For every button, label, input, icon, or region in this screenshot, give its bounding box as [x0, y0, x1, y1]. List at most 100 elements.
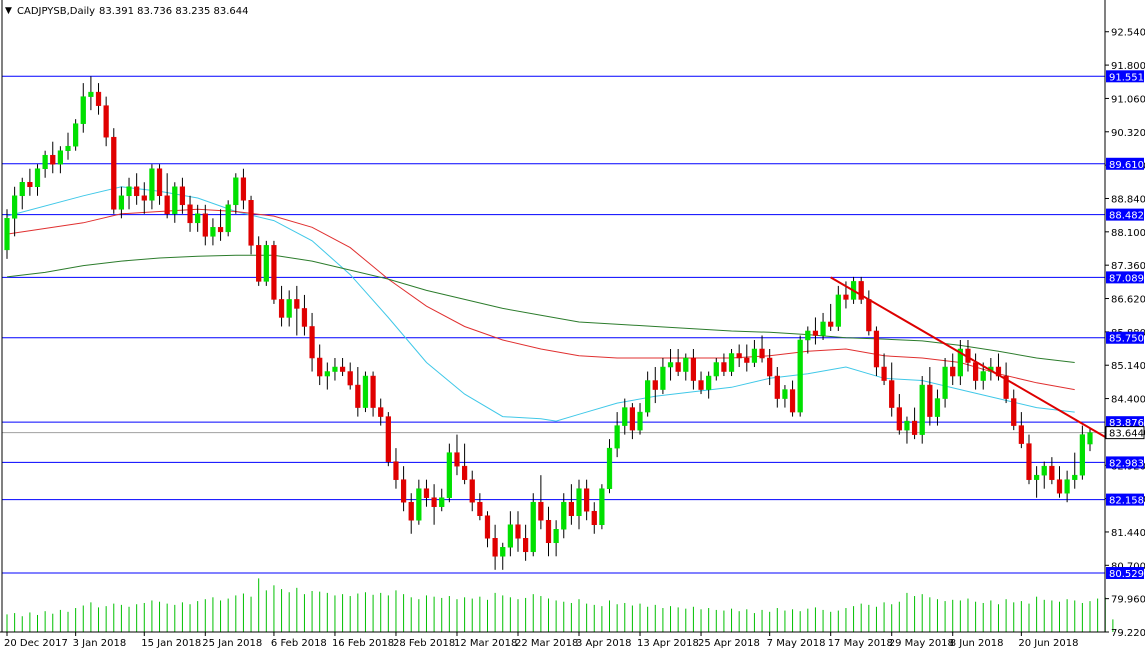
candle[interactable] — [1003, 362, 1009, 404]
candle[interactable] — [645, 371, 651, 417]
candle[interactable] — [957, 339, 963, 386]
candle[interactable] — [675, 348, 681, 377]
candle[interactable] — [744, 344, 750, 372]
candle[interactable] — [263, 240, 269, 286]
candle[interactable] — [1079, 425, 1085, 480]
candle[interactable] — [1087, 428, 1093, 452]
candle[interactable] — [347, 362, 353, 390]
candle[interactable] — [416, 479, 422, 525]
price-axis[interactable]: 92.54091.80091.06090.32089.58088.84088.1… — [1105, 28, 1145, 639]
candle[interactable] — [431, 484, 437, 525]
candle[interactable] — [4, 209, 10, 259]
candle[interactable] — [728, 348, 735, 377]
candle[interactable] — [271, 240, 277, 304]
level-price-tag[interactable]: 80.529 — [1106, 567, 1144, 580]
candle[interactable] — [721, 353, 727, 377]
level-price-tag[interactable]: 82.158 — [1106, 493, 1144, 507]
candle[interactable] — [828, 303, 834, 331]
candle[interactable] — [599, 484, 605, 530]
candle[interactable] — [530, 493, 536, 557]
candle[interactable] — [1011, 389, 1017, 431]
candle[interactable] — [324, 362, 330, 390]
level-price-tag[interactable]: 82.983 — [1106, 456, 1144, 469]
candle[interactable] — [73, 119, 79, 151]
candle[interactable] — [134, 173, 140, 205]
candle[interactable] — [1033, 466, 1040, 498]
candle[interactable] — [294, 285, 300, 336]
candle[interactable] — [873, 326, 880, 377]
candle[interactable] — [19, 177, 25, 210]
candle[interactable] — [652, 367, 658, 404]
candle[interactable] — [759, 335, 765, 363]
candle[interactable] — [233, 173, 239, 214]
candle[interactable] — [706, 371, 712, 399]
candle[interactable] — [172, 182, 178, 223]
candle[interactable] — [500, 542, 506, 570]
candle[interactable] — [911, 407, 918, 440]
level-price-tag[interactable]: 88.482 — [1106, 208, 1144, 222]
candle[interactable] — [80, 83, 86, 133]
candle[interactable] — [332, 358, 338, 381]
candle[interactable] — [774, 367, 780, 408]
candle[interactable] — [103, 96, 109, 147]
candle[interactable] — [690, 348, 697, 390]
candle[interactable] — [1072, 452, 1078, 489]
candle[interactable] — [950, 353, 956, 386]
candle[interactable] — [881, 353, 887, 386]
candle[interactable] — [88, 76, 94, 111]
candle[interactable] — [111, 128, 117, 214]
level-price-tag[interactable]: 87.089 — [1106, 271, 1144, 284]
level-price-tag[interactable]: 91.551 — [1106, 70, 1144, 83]
candle[interactable] — [614, 412, 620, 458]
candle[interactable] — [339, 358, 346, 377]
candle[interactable] — [454, 434, 460, 476]
candle[interactable] — [942, 358, 948, 408]
candle[interactable] — [812, 317, 819, 345]
candle[interactable] — [12, 186, 18, 237]
candle[interactable] — [141, 182, 147, 214]
candle[interactable] — [820, 312, 826, 340]
candle[interactable] — [309, 312, 315, 372]
candle[interactable] — [286, 290, 292, 327]
candle[interactable] — [95, 83, 102, 115]
triangle-down-icon[interactable]: ▼ — [5, 6, 12, 16]
candle[interactable] — [317, 344, 323, 386]
candle[interactable] — [805, 326, 811, 354]
candle[interactable] — [210, 218, 216, 246]
candle[interactable] — [698, 371, 704, 395]
candle[interactable] — [667, 348, 674, 381]
candle[interactable] — [217, 209, 224, 241]
candle[interactable] — [149, 164, 155, 210]
candle[interactable] — [195, 204, 201, 232]
candle[interactable] — [248, 195, 254, 255]
candle[interactable] — [477, 493, 483, 521]
candle[interactable] — [385, 412, 391, 467]
candle[interactable] — [187, 195, 193, 232]
candle[interactable] — [65, 132, 71, 160]
candle[interactable] — [835, 285, 841, 331]
candle[interactable] — [789, 380, 796, 417]
candle[interactable] — [34, 164, 41, 196]
candle[interactable] — [393, 448, 399, 489]
candle[interactable] — [515, 511, 521, 552]
candle[interactable] — [57, 146, 64, 174]
candle[interactable] — [896, 394, 902, 435]
candle[interactable] — [751, 339, 758, 368]
candle[interactable] — [446, 443, 452, 503]
candle[interactable] — [42, 150, 48, 178]
candle[interactable] — [934, 389, 941, 426]
candle[interactable] — [629, 403, 636, 440]
candle[interactable] — [904, 416, 910, 444]
candle[interactable] — [713, 358, 719, 381]
candle[interactable] — [202, 204, 208, 246]
candle[interactable] — [568, 484, 574, 525]
candle[interactable] — [164, 173, 170, 219]
candle[interactable] — [1049, 457, 1055, 485]
candle[interactable] — [362, 371, 369, 413]
candle[interactable] — [469, 470, 475, 512]
candle[interactable] — [27, 168, 33, 196]
candle[interactable] — [1018, 412, 1024, 449]
candle[interactable] — [278, 285, 285, 327]
